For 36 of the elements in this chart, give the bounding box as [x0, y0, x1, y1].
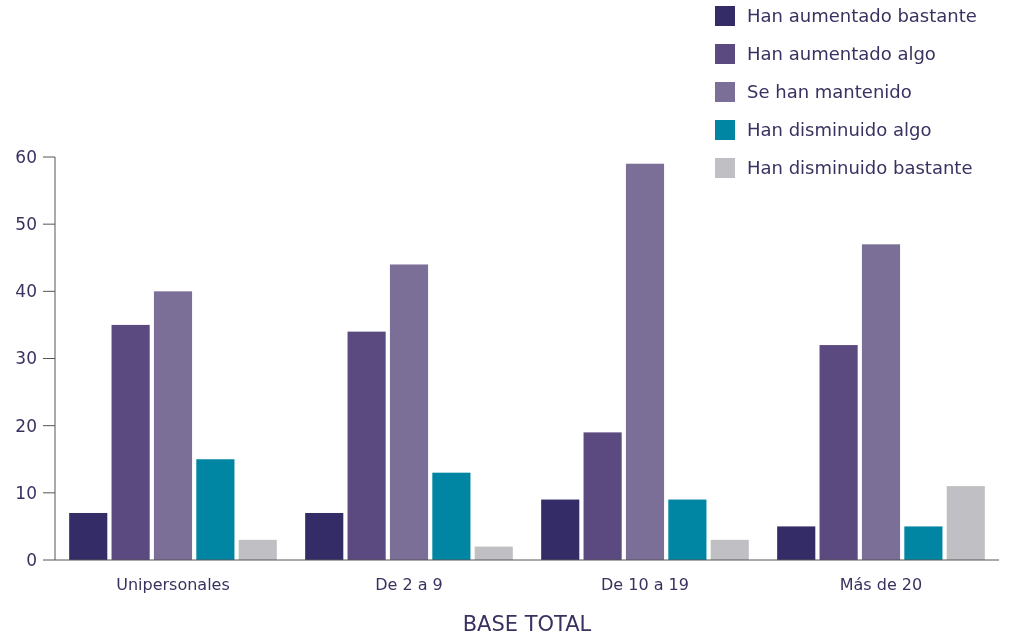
bar — [432, 472, 471, 560]
y-tick-label: 50 — [15, 214, 37, 235]
bar — [389, 264, 429, 560]
x-tick-label: Unipersonales — [116, 575, 230, 594]
y-tick-label: 10 — [15, 482, 37, 503]
x-tick-label: Más de 20 — [839, 575, 923, 594]
bar — [153, 291, 193, 560]
bar — [347, 331, 386, 560]
x-tick-label: De 10 a 19 — [601, 575, 689, 594]
bar — [583, 432, 622, 560]
x-tick-label: De 2 a 9 — [375, 575, 443, 594]
bar — [541, 499, 580, 560]
y-tick-label: 20 — [15, 415, 37, 436]
y-tick-label: 40 — [15, 281, 37, 302]
bar — [238, 539, 277, 560]
bar — [111, 324, 150, 560]
bar — [777, 526, 816, 560]
bar — [861, 244, 901, 560]
y-tick-label: 0 — [26, 549, 37, 570]
bar — [668, 499, 707, 560]
bar — [946, 486, 985, 560]
legend-label: Han disminuido algo — [747, 119, 932, 141]
bar — [904, 526, 943, 560]
bar — [69, 512, 108, 560]
x-axis-title: BASE TOTAL — [462, 612, 592, 636]
bar — [625, 163, 665, 560]
bar — [305, 512, 344, 560]
bar — [710, 539, 749, 560]
bar — [819, 345, 858, 560]
legend-label: Han aumentado algo — [747, 43, 936, 65]
y-tick-label: 30 — [15, 348, 37, 369]
y-tick-label: 60 — [15, 146, 37, 167]
legend-label: Han disminuido bastante — [747, 157, 973, 179]
legend-label: Se han mantenido — [747, 81, 912, 103]
legend-label: Han aumentado bastante — [747, 5, 977, 27]
bar — [196, 459, 235, 560]
